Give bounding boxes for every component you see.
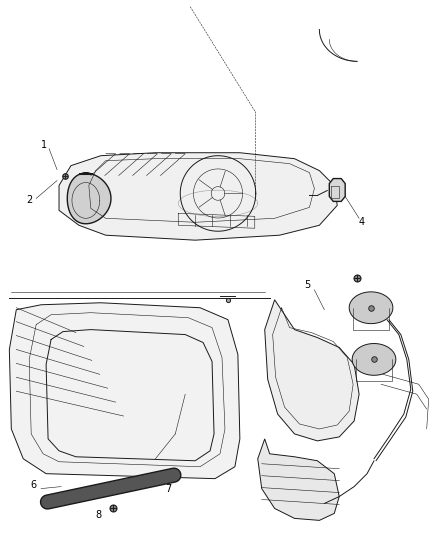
Polygon shape [349,292,393,324]
Polygon shape [329,179,345,201]
Polygon shape [265,300,359,441]
Polygon shape [307,497,331,516]
Polygon shape [59,153,337,240]
Text: 5: 5 [304,280,311,290]
Text: 6: 6 [30,480,36,490]
Text: 8: 8 [96,511,102,520]
Text: 4: 4 [359,217,365,227]
Text: 2: 2 [26,196,32,205]
Text: 7: 7 [165,483,171,494]
Polygon shape [9,303,240,479]
Polygon shape [258,439,339,520]
Polygon shape [41,468,181,509]
Polygon shape [67,173,111,224]
Polygon shape [352,343,396,375]
Text: 1: 1 [41,140,47,150]
